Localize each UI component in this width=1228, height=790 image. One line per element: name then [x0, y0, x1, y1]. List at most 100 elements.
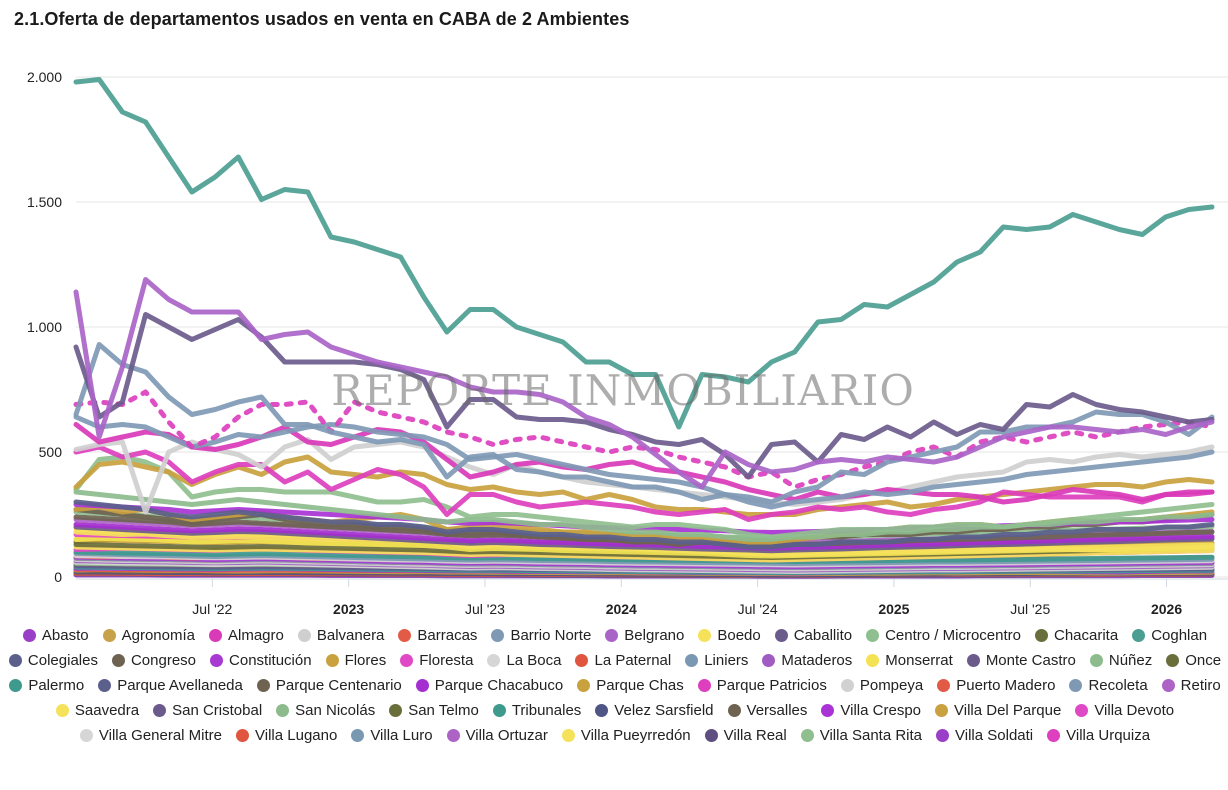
legend-item[interactable]: Mataderos: [762, 650, 852, 670]
legend-item[interactable]: Villa Santa Rita: [800, 725, 922, 745]
legend-item[interactable]: Monte Castro: [966, 650, 1076, 670]
legend-item[interactable]: La Paternal: [575, 650, 671, 670]
legend-dot-icon: [727, 703, 741, 717]
legend-item[interactable]: Constitución: [210, 650, 312, 670]
legend-dot-icon: [561, 728, 575, 742]
legend-item[interactable]: Barracas: [398, 625, 477, 645]
legend-item[interactable]: Caballito: [774, 625, 852, 645]
legend-label: Floresta: [419, 651, 474, 669]
legend-dot-icon: [575, 653, 589, 667]
legend-item[interactable]: Villa Soldati: [936, 725, 1033, 745]
legend-item[interactable]: Villa Ortuzar: [446, 725, 548, 745]
series-line-parque-patricios[interactable]: [73, 444, 1215, 522]
series-line-barrio-norte[interactable]: [73, 414, 1215, 510]
legend-item[interactable]: Parque Chacabuco: [415, 675, 563, 695]
series-line-parque-chacabuco[interactable]: [73, 522, 1215, 551]
y-axis: 0 500 1.000 1.500 2.000: [27, 69, 62, 585]
legend-item[interactable]: Velez Sarsfield: [595, 700, 714, 720]
x-tick-label: 2023: [333, 601, 364, 617]
legend-item[interactable]: Centro / Microcentro: [866, 625, 1021, 645]
legend-item[interactable]: Villa Real: [704, 725, 787, 745]
legend-label: Almagro: [228, 626, 284, 644]
legend-item[interactable]: Once: [1166, 650, 1221, 670]
legend-item[interactable]: Saavedra: [55, 700, 139, 720]
series-line-tribunales[interactable]: [73, 549, 1215, 564]
legend-item[interactable]: Coghlan: [1132, 625, 1207, 645]
legend-label: Constitución: [229, 651, 312, 669]
legend-dot-icon: [256, 678, 270, 692]
legend-item[interactable]: Boedo: [698, 625, 761, 645]
legend-item[interactable]: Villa Luro: [351, 725, 433, 745]
legend-label: La Paternal: [594, 651, 672, 669]
legend-item[interactable]: Congreso: [111, 650, 197, 670]
legend-item[interactable]: Liniers: [685, 650, 748, 670]
legend-dot-icon: [605, 628, 619, 642]
legend-item[interactable]: Agronomía: [102, 625, 195, 645]
legend-dot-icon: [102, 628, 116, 642]
legend-label: Congreso: [130, 651, 197, 669]
series-line-coghlan[interactable]: [73, 77, 1215, 430]
watermark: REPORTE INMOBILIARIO: [331, 366, 915, 415]
legend-item[interactable]: Belgrano: [605, 625, 684, 645]
legend-label: Once: [1185, 651, 1222, 669]
legend-item[interactable]: Villa Lugano: [236, 725, 337, 745]
legend-item[interactable]: Villa General Mitre: [79, 725, 222, 745]
legend-item[interactable]: Villa Devoto: [1075, 700, 1174, 720]
legend-dot-icon: [389, 703, 403, 717]
series-line-colegiales[interactable]: [73, 499, 1215, 550]
series-line-recoleta[interactable]: [73, 342, 1215, 505]
x-tick-label: Jul '22: [192, 601, 232, 617]
legend-item[interactable]: La Boca: [487, 650, 561, 670]
legend-item[interactable]: Chacarita: [1034, 625, 1118, 645]
legend-dot-icon: [936, 728, 950, 742]
legend-label: Colegiales: [27, 651, 98, 669]
legend-dot-icon: [9, 678, 23, 692]
legend-dot-icon: [935, 703, 949, 717]
legend-label: Flores: [344, 651, 387, 669]
legend-item[interactable]: Villa Crespo: [821, 700, 921, 720]
legend-item[interactable]: Parque Centenario: [256, 675, 402, 695]
legend-dot-icon: [821, 703, 835, 717]
legend-label: Centro / Microcentro: [885, 626, 1021, 644]
legend-dot-icon: [595, 703, 609, 717]
legend-label: Palermo: [28, 676, 85, 694]
legend-item[interactable]: Villa Urquiza: [1047, 725, 1150, 745]
legend-item[interactable]: Tribunales: [492, 700, 581, 720]
legend-label: San Cristobal: [172, 701, 263, 719]
legend-label: La Boca: [506, 651, 562, 669]
legend-label: Parque Centenario: [275, 676, 402, 694]
legend-item[interactable]: Recoleta: [1069, 675, 1148, 695]
legend-item[interactable]: San Nicolás: [276, 700, 375, 720]
legend-item[interactable]: Parque Avellaneda: [98, 675, 243, 695]
legend-item[interactable]: San Telmo: [389, 700, 479, 720]
legend-item[interactable]: Núñez: [1089, 650, 1152, 670]
legend-item[interactable]: Retiro: [1161, 675, 1221, 695]
x-tick-label: 2026: [1151, 601, 1182, 617]
legend-dot-icon: [774, 628, 788, 642]
legend-item[interactable]: Almagro: [209, 625, 284, 645]
legend-item[interactable]: Palermo: [9, 675, 84, 695]
series-line-belgrano[interactable]: [73, 277, 1215, 490]
legend-item[interactable]: Balvanera: [297, 625, 384, 645]
legend-item[interactable]: Barrio Norte: [491, 625, 591, 645]
legend-item[interactable]: Pompeya: [840, 675, 923, 695]
legend-label: Liniers: [704, 651, 749, 669]
series-line-centro-microcentro[interactable]: [73, 454, 1215, 540]
legend-item[interactable]: Villa Del Parque: [935, 700, 1061, 720]
legend-item[interactable]: Flores: [325, 650, 387, 670]
legend-item[interactable]: Parque Chas: [577, 675, 684, 695]
legend-item[interactable]: Villa Pueyrredón: [561, 725, 691, 745]
legend-item[interactable]: Versalles: [727, 700, 807, 720]
legend-dot-icon: [685, 653, 699, 667]
legend-item[interactable]: San Cristobal: [153, 700, 262, 720]
legend-item[interactable]: Colegiales: [8, 650, 98, 670]
legend-label: Puerto Madero: [956, 676, 1056, 694]
legend-item[interactable]: Abasto: [22, 625, 89, 645]
legend-item[interactable]: Puerto Madero: [937, 675, 1055, 695]
legend-item[interactable]: Floresta: [400, 650, 473, 670]
legend-item[interactable]: Parque Patricios: [697, 675, 827, 695]
legend-item[interactable]: Monserrat: [866, 650, 953, 670]
legend-dot-icon: [698, 628, 712, 642]
legend-dot-icon: [866, 628, 880, 642]
legend-dot-icon: [400, 653, 414, 667]
